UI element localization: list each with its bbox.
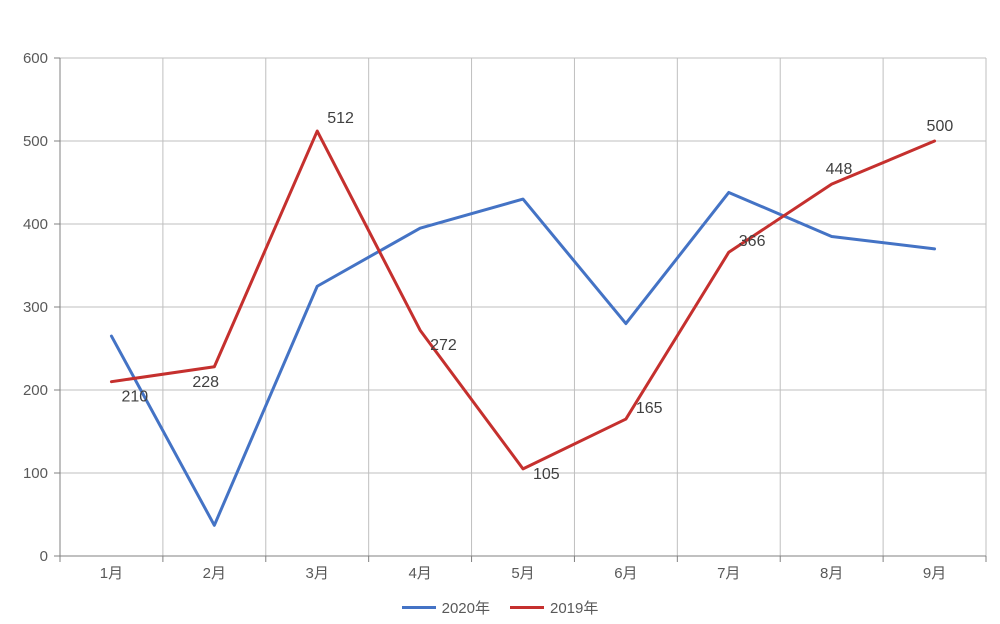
x-tick-label: 3月	[306, 565, 329, 582]
x-tick-label: 5月	[511, 565, 534, 582]
data-label: 366	[739, 233, 766, 250]
chart-bg	[0, 0, 1000, 624]
chart-container: 图1 同比2019年 01002003004005006001月2月3月4月5月…	[0, 0, 1000, 624]
data-label: 512	[327, 110, 354, 127]
legend-swatch	[510, 606, 544, 609]
legend: 2020年 2019年	[0, 597, 1000, 618]
data-label: 448	[826, 161, 853, 178]
x-tick-label: 6月	[614, 565, 637, 582]
data-label: 165	[636, 400, 663, 417]
legend-swatch	[402, 606, 436, 609]
x-tick-label: 4月	[408, 565, 431, 582]
x-tick-label: 9月	[923, 565, 946, 582]
legend-item: 2020年	[402, 597, 490, 618]
x-tick-label: 2月	[203, 565, 226, 582]
data-label: 272	[430, 337, 457, 354]
chart-svg: 0 100 200 300 400 500 600 1月 2月 3月 4月 5月 6月 7月 8月 9月 210…	[0, 0, 1000, 624]
y-tick-label: 100	[23, 465, 48, 482]
x-tick-label: 8月	[820, 565, 843, 582]
y-tick-label: 500	[23, 133, 48, 150]
x-tick-label: 1月	[100, 565, 123, 582]
y-tick-label: 0	[40, 548, 48, 565]
data-label: 500	[927, 118, 954, 135]
data-label: 105	[533, 466, 560, 483]
y-tick-label: 600	[23, 50, 48, 67]
y-tick-label: 200	[23, 382, 48, 399]
data-label: 228	[192, 374, 219, 391]
legend-item: 2019年	[510, 597, 598, 618]
data-label: 210	[121, 389, 148, 406]
legend-label: 2019年	[550, 597, 598, 618]
legend-label: 2020年	[442, 597, 490, 618]
y-tick-label: 300	[23, 299, 48, 316]
x-tick-label: 7月	[717, 565, 740, 582]
y-tick-label: 400	[23, 216, 48, 233]
